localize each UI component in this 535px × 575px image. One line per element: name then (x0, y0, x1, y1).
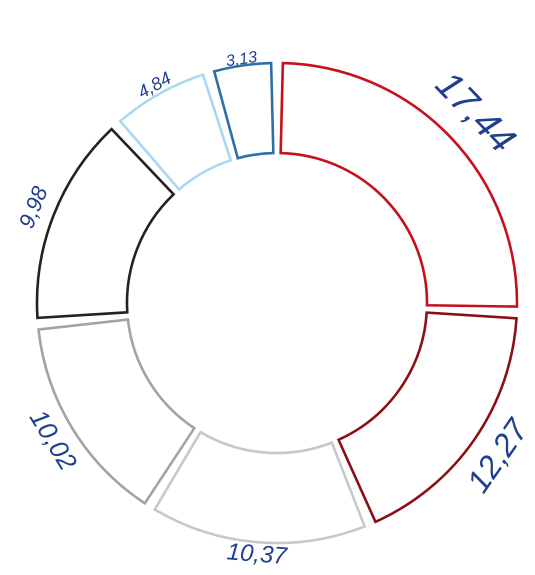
data-label-3-13: 3,13 (225, 49, 258, 70)
data-label-9-98: 9,98 (14, 182, 53, 232)
donut-segments (35, 61, 519, 545)
donut-segment-10-37 (152, 430, 367, 545)
donut-segment-3-13 (212, 61, 275, 160)
data-label-10-37: 10,37 (226, 538, 290, 570)
donut-segment-12-27 (336, 311, 518, 524)
donut-segment-17-44 (279, 61, 519, 308)
donut-segment-10-02 (37, 318, 197, 506)
donut-segment-9-98 (35, 127, 176, 320)
donut-segment-4-84 (118, 73, 233, 192)
